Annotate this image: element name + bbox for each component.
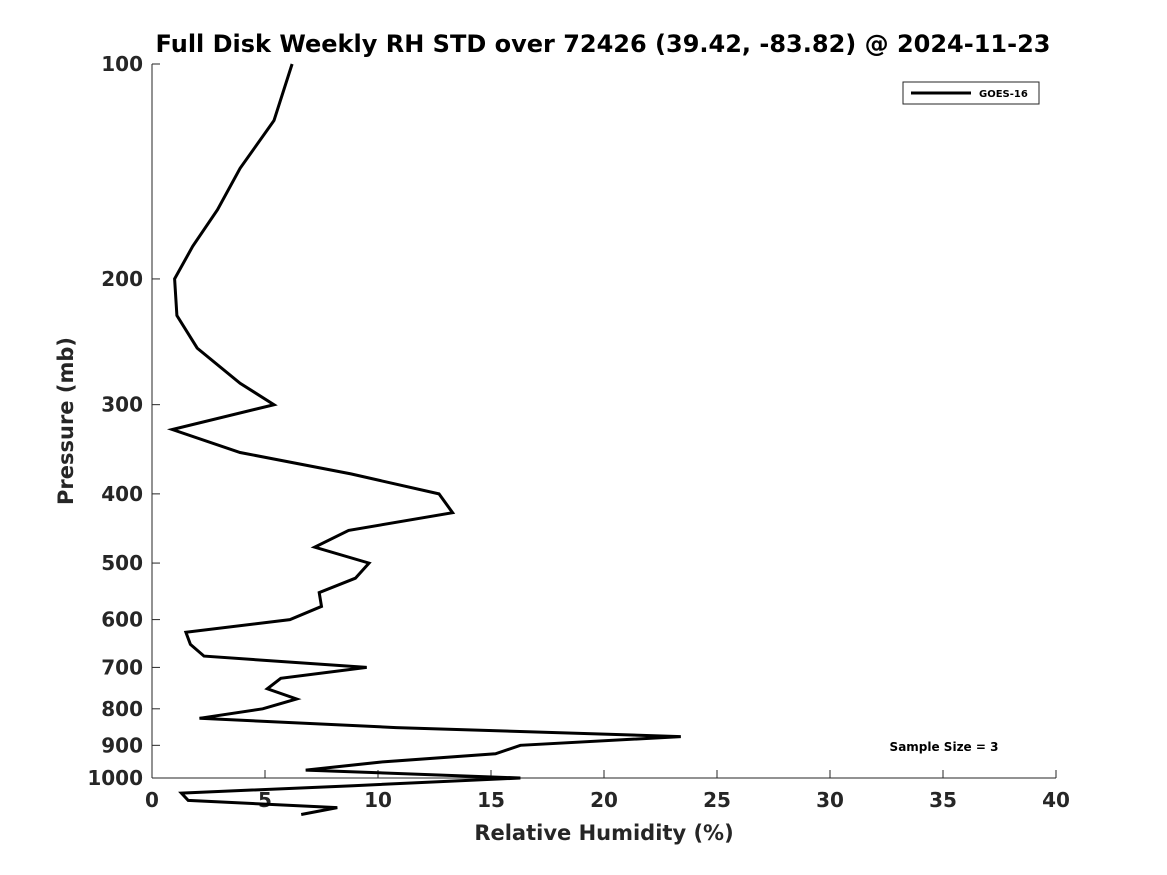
chart-title: Full Disk Weekly RH STD over 72426 (39.4… (156, 30, 1051, 58)
x-tick-label: 40 (1042, 788, 1070, 812)
x-tick-label: 10 (364, 788, 392, 812)
y-tick-label: 200 (101, 267, 143, 291)
plot-area (151, 64, 1056, 779)
y-tick-label: 400 (101, 482, 143, 506)
y-tick-label: 300 (101, 393, 143, 417)
x-axis-label: Relative Humidity (%) (474, 821, 733, 845)
y-tick-label: 500 (101, 551, 143, 575)
x-tick-label: 35 (929, 788, 957, 812)
y-axis-label: Pressure (mb) (54, 337, 78, 505)
x-tick-label: 20 (590, 788, 618, 812)
y-tick-label: 1000 (87, 766, 143, 790)
x-tick-label: 0 (145, 788, 159, 812)
y-tick-label: 100 (101, 52, 143, 76)
y-tick-label: 600 (101, 608, 143, 632)
sample-size-annotation: Sample Size = 3 (890, 740, 999, 754)
x-tick-label: 5 (258, 788, 272, 812)
y-tick-label: 700 (101, 655, 143, 679)
legend-entry-goes16: GOES-16 (979, 89, 1028, 100)
x-tick-label: 25 (703, 788, 731, 812)
x-tick-label: 15 (477, 788, 505, 812)
y-tick-label: 800 (101, 697, 143, 721)
x-ticks: 0 5 10 15 20 25 30 35 40 (145, 770, 1070, 812)
x-tick-label: 30 (816, 788, 844, 812)
series-line-goes-16 (166, 63, 681, 816)
series-layer (166, 63, 681, 816)
y-tick-label: 900 (101, 733, 143, 757)
legend: GOES-16 (902, 81, 1040, 105)
y-ticks: 100 200 300 400 500 600 700 800 900 1000 (87, 52, 160, 790)
